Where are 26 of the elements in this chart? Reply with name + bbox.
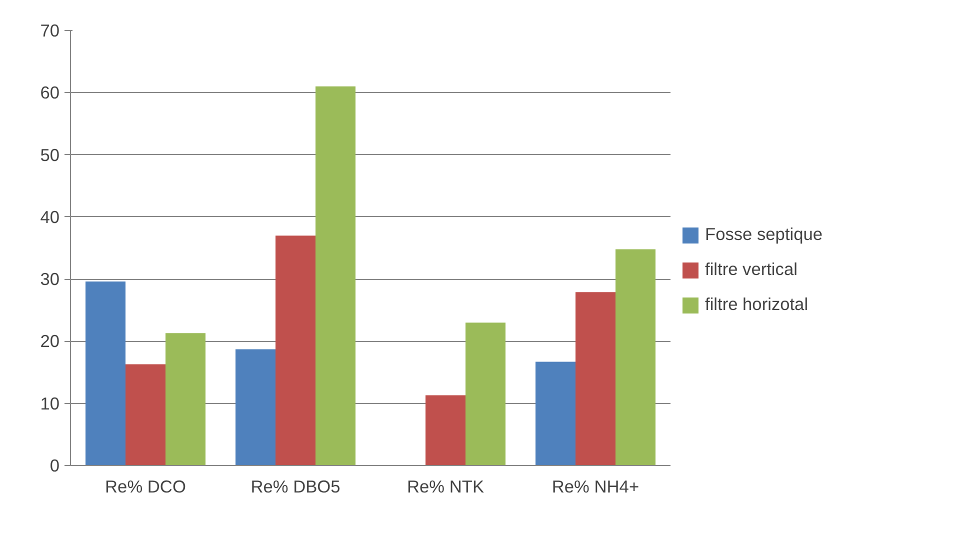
legend-label: filtre vertical [705,259,798,280]
y-tick-label: 30 [40,269,60,290]
bar [426,395,466,466]
y-tick-label: 60 [40,82,60,103]
x-tick-label: Re% DCO [105,476,186,496]
y-tick-label: 50 [40,144,60,165]
y-tick-label: 70 [40,20,60,40]
legend-label: filtre horizotal [705,294,808,315]
bar [536,362,576,466]
bar [616,249,656,466]
bar [166,333,206,466]
bar [236,349,276,466]
x-tick-label: Re% DBO5 [250,476,340,496]
x-tick-label: Re% NTK [406,476,484,496]
bar [276,236,316,466]
bar [126,364,166,466]
y-tick-label: 20 [40,331,60,352]
bar [576,292,616,466]
bar [466,322,506,466]
x-tick-label: Re% NH4+ [552,476,640,496]
legend-label: Fosse septique [705,224,823,245]
y-tick-label: 0 [50,456,60,476]
bar [316,86,356,466]
bar [86,282,126,466]
y-tick-label: 10 [40,393,60,414]
y-tick-label: 40 [40,206,60,227]
